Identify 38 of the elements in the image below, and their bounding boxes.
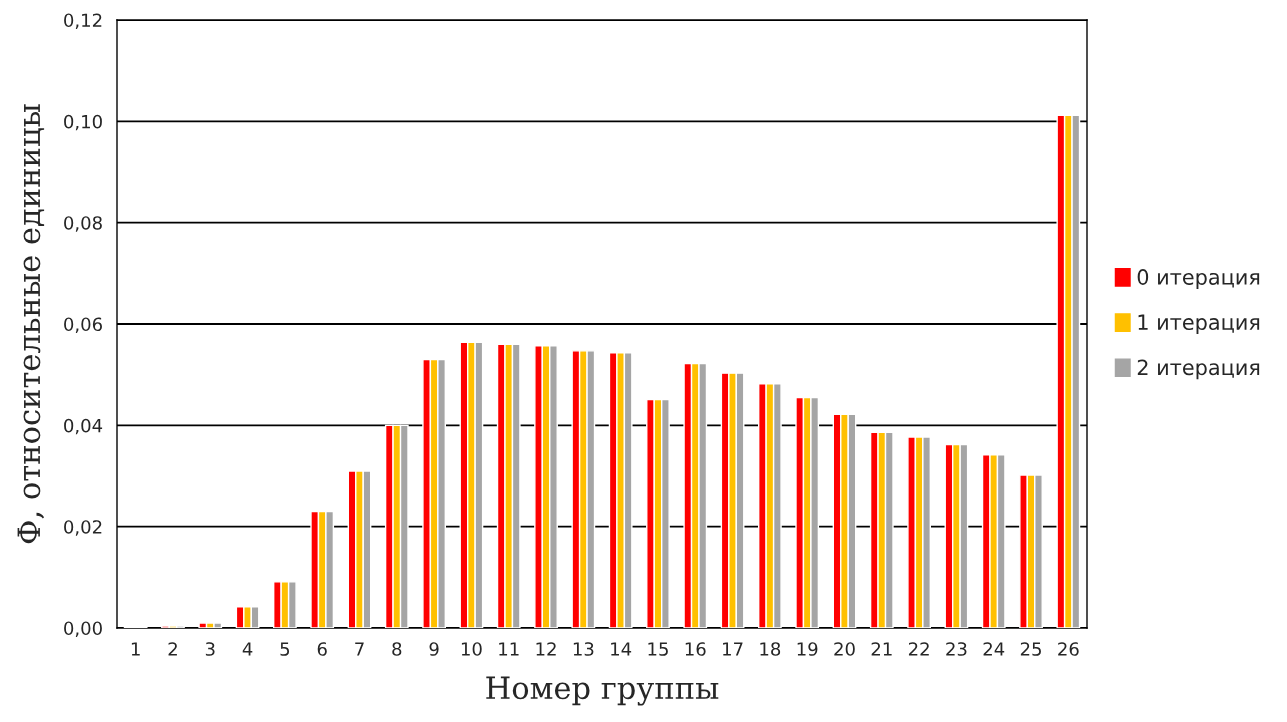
x-tick-label: 14 xyxy=(611,642,632,656)
x-tick-label: 5 xyxy=(280,642,290,656)
y-tick-label: 0,12 xyxy=(64,13,102,29)
x-tick-label: 19 xyxy=(797,642,818,656)
x-tick-label: 8 xyxy=(392,642,402,656)
y-tick-label: 0,02 xyxy=(64,520,102,536)
y-tick-label: 0,06 xyxy=(64,317,102,333)
y-tick-label: 0,08 xyxy=(64,216,102,232)
x-tick-label: 23 xyxy=(946,642,967,656)
x-tick-label: 4 xyxy=(242,642,253,656)
y-tick-label: 0,10 xyxy=(64,114,102,131)
x-tick-label: 25 xyxy=(1020,642,1041,656)
x-tick-label: 3 xyxy=(205,642,215,656)
x-tick-label: 11 xyxy=(499,642,519,656)
x-tick-label: 12 xyxy=(536,642,556,656)
legend-label: 0 итерация xyxy=(1137,269,1260,289)
x-tick-label: 2 xyxy=(168,642,177,656)
legend-label: 2 итерация xyxy=(1137,359,1260,380)
legend-label: 1 итерация xyxy=(1138,314,1260,335)
x-tick-label: 26 xyxy=(1058,642,1079,656)
x-tick-label: 10 xyxy=(461,642,482,656)
x-tick-label: 1 xyxy=(131,642,140,656)
x-tick-label: 18 xyxy=(760,642,781,656)
x-tick-label: 17 xyxy=(723,642,743,656)
x-tick-label: 20 xyxy=(834,642,855,656)
x-tick-label: 7 xyxy=(355,642,364,656)
x-axis-title: Номер группы xyxy=(486,676,719,706)
y-tick-label: 0,04 xyxy=(64,418,103,435)
x-tick-label: 15 xyxy=(648,642,668,656)
x-tick-label: 6 xyxy=(317,642,327,656)
x-tick-label: 9 xyxy=(429,642,439,656)
y-axis-title: Ф, относительные единицы xyxy=(17,104,45,544)
x-tick-label: 16 xyxy=(685,642,706,656)
x-tick-label: 21 xyxy=(871,642,892,656)
x-tick-label: 22 xyxy=(908,642,929,656)
y-tick-label: 0,00 xyxy=(64,621,102,637)
x-tick-label: 13 xyxy=(573,642,594,656)
x-tick-label: 24 xyxy=(983,642,1005,656)
